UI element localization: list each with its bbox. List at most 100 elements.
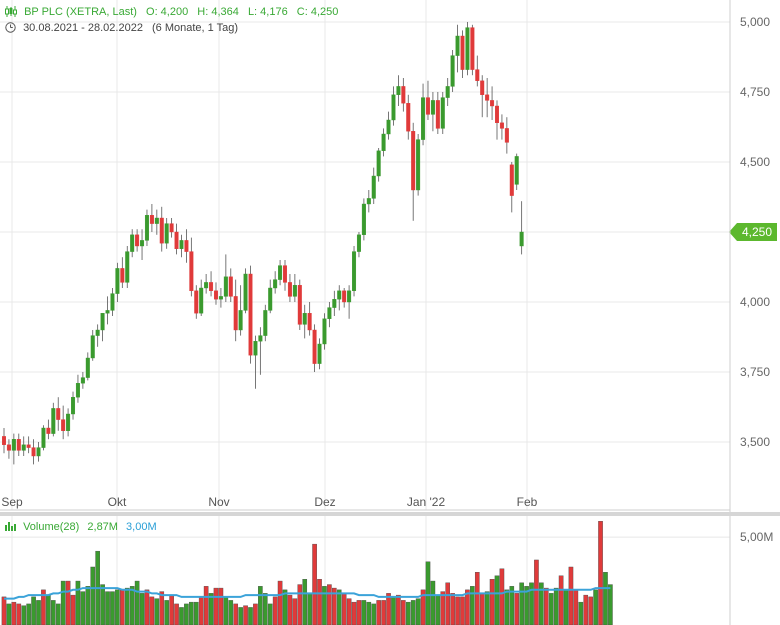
candle[interactable] [144, 209, 149, 246]
volume-bar[interactable] [317, 579, 322, 625]
volume-bar[interactable] [85, 586, 91, 625]
volume-bar[interactable] [460, 596, 465, 625]
candle[interactable] [174, 223, 179, 255]
candle[interactable] [66, 408, 71, 437]
volume-bar[interactable] [327, 584, 332, 625]
candle[interactable] [381, 128, 386, 157]
candle[interactable] [204, 274, 209, 294]
volume-bar[interactable] [514, 593, 520, 625]
candle[interactable] [327, 302, 332, 328]
candle[interactable] [154, 209, 159, 235]
candle[interactable] [283, 260, 288, 291]
candle[interactable] [41, 425, 46, 451]
volume-bar[interactable] [297, 584, 303, 625]
volume-bar[interactable] [179, 607, 184, 625]
candle[interactable] [209, 271, 214, 297]
candle[interactable] [391, 86, 396, 126]
volume-bar[interactable] [75, 580, 81, 625]
volume-bar[interactable] [110, 591, 115, 625]
candle[interactable] [75, 374, 80, 403]
volume-bar[interactable] [603, 572, 608, 625]
volume-bar[interactable] [6, 603, 12, 625]
volume-bar[interactable] [450, 593, 455, 625]
volume-bar[interactable] [435, 594, 441, 625]
candle[interactable] [450, 50, 455, 92]
volume-bar[interactable] [548, 593, 554, 625]
volume-bar[interactable] [184, 603, 189, 625]
candlestick-series[interactable] [2, 22, 524, 465]
candle[interactable] [2, 428, 6, 454]
volume-bar[interactable] [302, 579, 308, 625]
volume-bar[interactable] [213, 587, 219, 625]
candle[interactable] [149, 204, 154, 232]
volume-bar[interactable] [277, 580, 283, 625]
candle[interactable] [125, 246, 130, 288]
candle[interactable] [6, 439, 11, 459]
candle[interactable] [425, 80, 430, 120]
volume-bar[interactable] [65, 580, 71, 625]
volume-bar[interactable] [366, 601, 372, 625]
candle[interactable] [292, 274, 297, 302]
candle[interactable] [465, 22, 470, 76]
volume-label[interactable]: Volume(28) [23, 521, 80, 533]
volume-bar[interactable] [470, 586, 475, 625]
volume-bar[interactable] [479, 593, 485, 625]
candle[interactable] [16, 433, 21, 456]
volume-bar[interactable] [381, 600, 386, 625]
candle[interactable] [317, 338, 322, 370]
volume-bar[interactable] [154, 598, 160, 625]
candle[interactable] [248, 265, 253, 364]
volume-bar[interactable] [144, 589, 150, 625]
candle[interactable] [135, 229, 140, 252]
candle[interactable] [495, 100, 500, 140]
volume-bar[interactable] [16, 603, 22, 625]
candle[interactable] [401, 78, 406, 112]
volume-bar[interactable] [80, 591, 86, 625]
volume-bar[interactable] [243, 605, 248, 625]
volume-bar[interactable] [134, 580, 140, 625]
candle[interactable] [140, 229, 145, 260]
volume-bar[interactable] [223, 596, 229, 625]
candle[interactable] [228, 268, 233, 302]
volume-bar[interactable] [588, 596, 593, 625]
candle[interactable] [480, 75, 485, 118]
volume-bar[interactable] [356, 600, 362, 625]
volume-bar[interactable] [558, 575, 564, 625]
volume-bar[interactable] [371, 603, 377, 625]
volume-bar[interactable] [272, 596, 278, 625]
candle[interactable] [490, 86, 495, 120]
volume-bar[interactable] [312, 543, 317, 625]
candle[interactable] [322, 313, 327, 350]
candle[interactable] [56, 397, 61, 431]
volume-bar[interactable] [193, 601, 199, 625]
candle[interactable] [130, 229, 135, 258]
volume-bar[interactable] [484, 591, 490, 625]
volume-bar[interactable] [425, 561, 431, 625]
candle[interactable] [218, 288, 223, 308]
volume-bar[interactable] [149, 596, 155, 625]
volume-bar[interactable] [504, 589, 510, 625]
volume-bar[interactable] [105, 591, 110, 625]
instrument-name[interactable]: BP PLC (XETRA, Last) [24, 6, 137, 18]
candle[interactable] [36, 442, 41, 462]
volume-bar[interactable] [593, 589, 598, 625]
candle[interactable] [90, 330, 95, 361]
volume-bar[interactable] [474, 572, 480, 625]
candle[interactable] [445, 78, 450, 106]
volume-bar[interactable] [267, 603, 273, 625]
candle[interactable] [514, 153, 519, 190]
candle[interactable] [71, 391, 76, 420]
volume-bar[interactable] [307, 593, 312, 625]
volume-bar[interactable] [445, 582, 451, 625]
candle[interactable] [485, 78, 490, 118]
candle[interactable] [499, 114, 504, 140]
volume-bar[interactable] [139, 593, 145, 625]
candle[interactable] [460, 30, 465, 78]
candle[interactable] [475, 55, 480, 87]
candle[interactable] [85, 352, 90, 381]
candle[interactable] [421, 83, 426, 146]
volume-bar[interactable] [529, 582, 534, 625]
volume-bar[interactable] [159, 591, 165, 625]
candle[interactable] [356, 232, 361, 258]
